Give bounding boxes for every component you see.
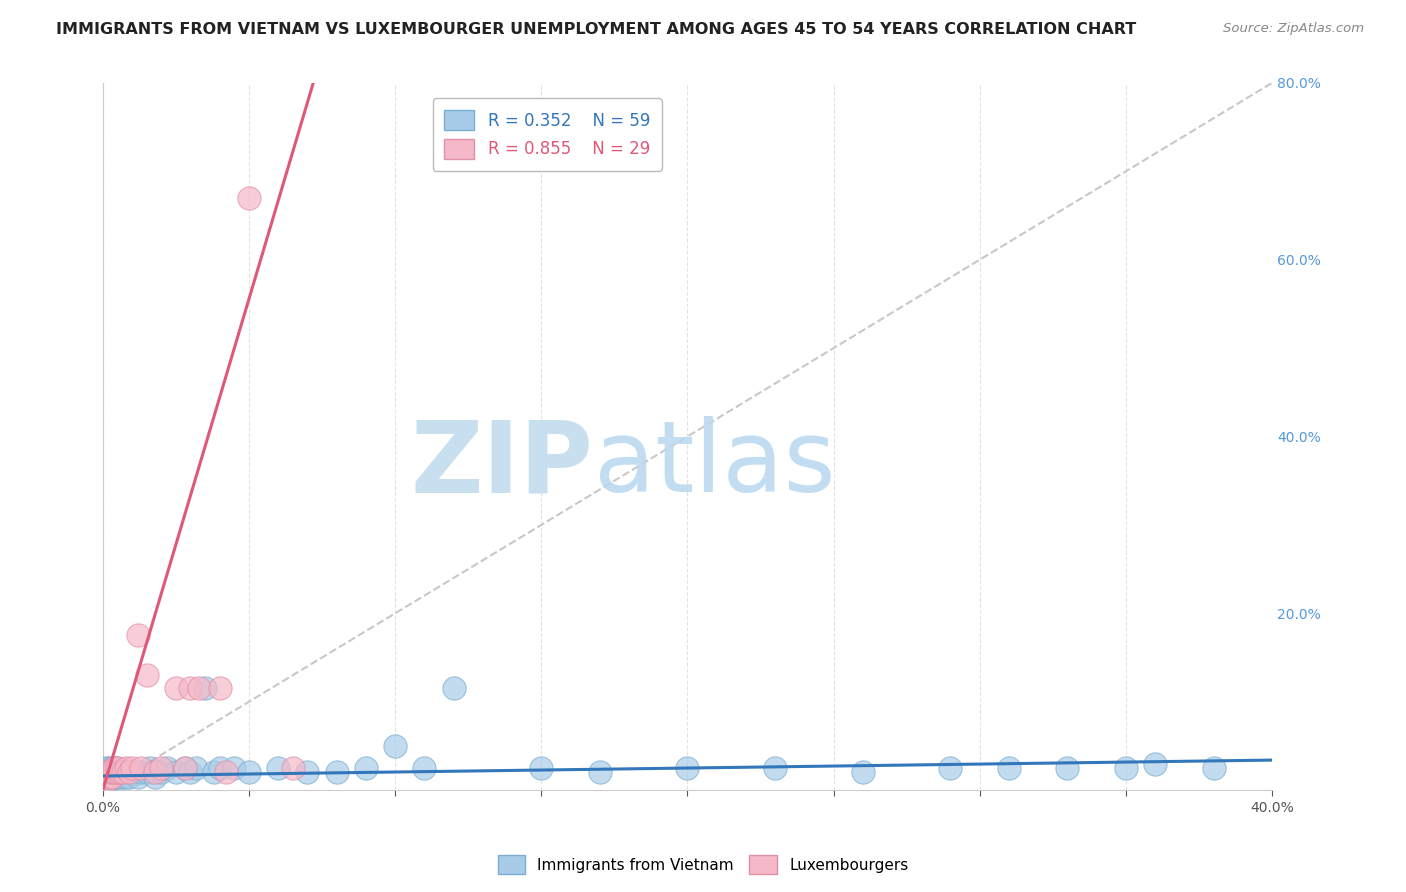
Point <box>112 765 135 780</box>
Point <box>150 761 173 775</box>
Point <box>103 770 125 784</box>
Point <box>325 765 347 780</box>
Point <box>94 770 117 784</box>
Point <box>103 761 125 775</box>
Point <box>127 770 149 784</box>
Point <box>135 765 157 780</box>
Point <box>1144 756 1167 771</box>
Point <box>107 765 129 780</box>
Point <box>188 681 211 696</box>
Legend: Immigrants from Vietnam, Luxembourgers: Immigrants from Vietnam, Luxembourgers <box>492 849 914 880</box>
Point <box>100 770 122 784</box>
Point <box>100 761 122 775</box>
Text: atlas: atlas <box>593 417 835 513</box>
Point <box>94 765 117 780</box>
Point <box>112 765 135 780</box>
Point <box>939 761 962 775</box>
Point <box>179 765 201 780</box>
Point <box>998 761 1021 775</box>
Point <box>165 681 187 696</box>
Text: Source: ZipAtlas.com: Source: ZipAtlas.com <box>1223 22 1364 36</box>
Point <box>103 761 125 775</box>
Point <box>107 761 129 775</box>
Point <box>763 761 786 775</box>
Point <box>238 765 260 780</box>
Point <box>115 765 138 780</box>
Point <box>97 765 120 780</box>
Point <box>110 765 132 780</box>
Point <box>1202 761 1225 775</box>
Point <box>202 765 225 780</box>
Point <box>224 761 246 775</box>
Point <box>118 770 141 784</box>
Point <box>115 761 138 775</box>
Point <box>103 765 125 780</box>
Point <box>1115 761 1137 775</box>
Point <box>413 761 436 775</box>
Point <box>138 761 160 775</box>
Point <box>124 765 146 780</box>
Point <box>135 668 157 682</box>
Point <box>110 770 132 784</box>
Text: ZIP: ZIP <box>411 417 593 513</box>
Point <box>297 765 319 780</box>
Point <box>156 761 179 775</box>
Point <box>281 761 304 775</box>
Point <box>94 770 117 784</box>
Point <box>145 765 167 780</box>
Point <box>100 765 122 780</box>
Text: IMMIGRANTS FROM VIETNAM VS LUXEMBOURGER UNEMPLOYMENT AMONG AGES 45 TO 54 YEARS C: IMMIGRANTS FROM VIETNAM VS LUXEMBOURGER … <box>56 22 1136 37</box>
Point <box>145 770 167 784</box>
Point <box>589 765 612 780</box>
Point <box>121 765 143 780</box>
Point <box>97 774 120 789</box>
Point <box>103 765 125 780</box>
Point <box>100 770 122 784</box>
Point <box>443 681 465 696</box>
Point <box>208 761 231 775</box>
Point <box>150 765 173 780</box>
Legend: R = 0.352    N = 59, R = 0.855    N = 29: R = 0.352 N = 59, R = 0.855 N = 29 <box>433 98 662 170</box>
Point <box>238 191 260 205</box>
Point <box>94 774 117 789</box>
Point <box>186 761 208 775</box>
Point <box>852 765 875 780</box>
Point <box>354 761 377 775</box>
Point <box>530 761 553 775</box>
Point <box>112 770 135 784</box>
Point <box>97 770 120 784</box>
Point <box>208 681 231 696</box>
Point <box>127 628 149 642</box>
Point <box>110 765 132 780</box>
Point <box>179 681 201 696</box>
Point <box>141 765 163 780</box>
Point <box>94 761 117 775</box>
Point <box>118 765 141 780</box>
Point <box>107 770 129 784</box>
Point <box>107 761 129 775</box>
Point <box>676 761 699 775</box>
Point <box>129 761 152 775</box>
Point <box>165 765 187 780</box>
Point <box>129 765 152 780</box>
Point <box>94 765 117 780</box>
Point <box>121 761 143 775</box>
Point <box>107 765 129 780</box>
Point <box>194 681 217 696</box>
Point <box>173 761 195 775</box>
Point <box>100 765 122 780</box>
Point <box>115 770 138 784</box>
Point <box>267 761 290 775</box>
Point <box>173 761 195 775</box>
Point <box>384 739 406 753</box>
Point <box>97 765 120 780</box>
Point <box>97 761 120 775</box>
Point <box>1056 761 1078 775</box>
Point <box>214 765 236 780</box>
